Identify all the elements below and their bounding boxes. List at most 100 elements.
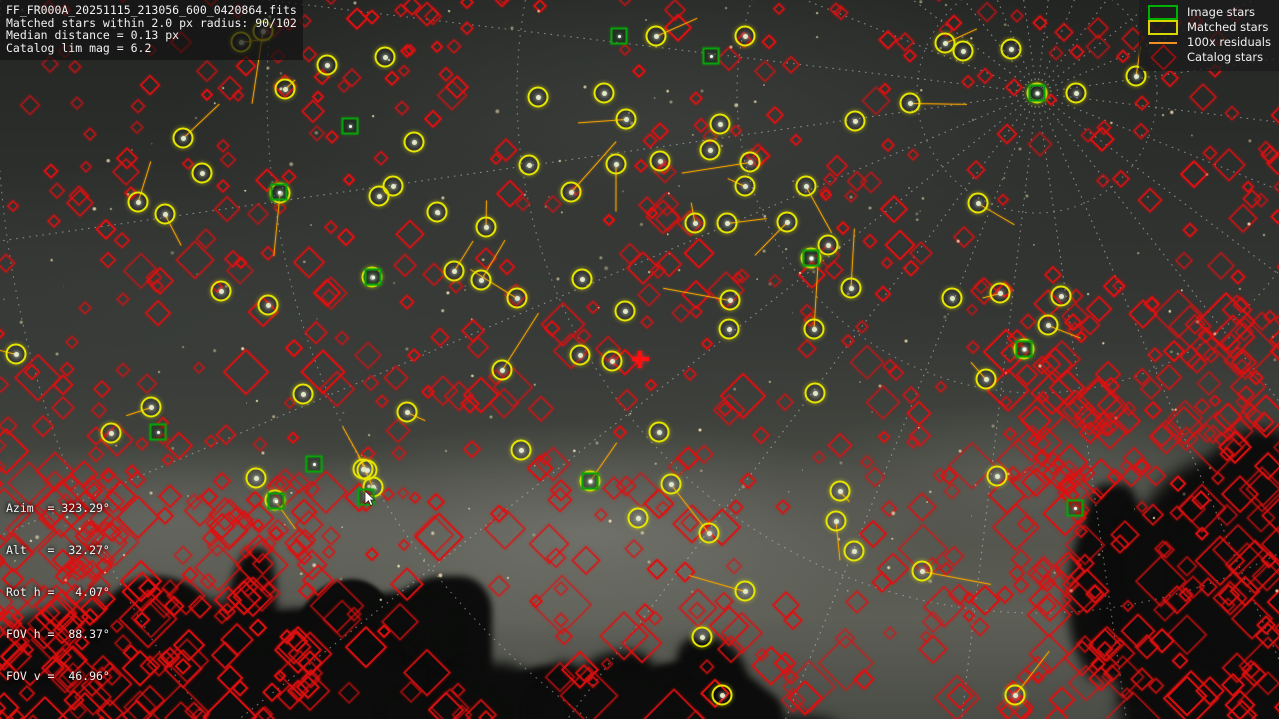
image-star-marker <box>341 117 359 135</box>
matched-star-marker <box>569 344 591 366</box>
field-star <box>572 449 577 453</box>
matched-star-marker <box>257 294 279 316</box>
field-star <box>753 99 758 104</box>
azimuth-row: Azim = 323.29° <box>6 501 110 515</box>
field-star <box>339 576 343 581</box>
field-star <box>878 384 883 389</box>
field-star <box>1147 195 1150 198</box>
field-star <box>1274 589 1279 594</box>
field-star <box>971 118 975 122</box>
field-star <box>533 464 537 468</box>
field-star <box>919 210 922 213</box>
matched-star-marker <box>698 522 720 544</box>
legend-item-image-stars: Image stars <box>1147 5 1271 20</box>
field-star <box>733 102 739 108</box>
field-star <box>404 346 410 351</box>
azimuth-label: Azim = <box>6 501 62 515</box>
matched-star-marker <box>825 510 847 532</box>
catalog-limmag-line: Catalog lim mag = 6.2 <box>6 40 152 55</box>
field-star <box>1191 134 1194 137</box>
orange-line-icon <box>1147 41 1179 44</box>
field-star <box>1176 351 1180 356</box>
field-star <box>1161 113 1165 117</box>
field-star <box>1270 335 1275 339</box>
field-star <box>1023 471 1026 474</box>
field-star <box>371 115 375 118</box>
field-star <box>1086 292 1090 296</box>
field-star <box>430 531 436 536</box>
field-star <box>1272 357 1278 363</box>
field-star <box>691 133 694 136</box>
field-star <box>1171 407 1175 412</box>
field-star <box>792 180 794 183</box>
field-star <box>926 500 929 503</box>
matched-star-marker <box>470 269 492 291</box>
field-star <box>991 423 995 428</box>
matched-star-marker <box>368 185 390 207</box>
field-star <box>494 109 500 114</box>
field-star <box>698 428 703 433</box>
mouse-cursor <box>364 490 376 507</box>
field-star <box>312 563 317 568</box>
matched-star-marker <box>560 181 582 203</box>
matched-star-marker <box>734 25 756 47</box>
field-star <box>77 527 82 531</box>
field-star <box>341 526 344 529</box>
field-star <box>445 290 450 296</box>
matched-star-marker <box>776 211 798 233</box>
matched-star-marker <box>911 560 933 582</box>
field-star <box>970 515 973 517</box>
field-star <box>103 571 107 575</box>
field-star <box>582 85 587 90</box>
matched-star-marker <box>1000 38 1022 60</box>
field-star <box>240 346 245 352</box>
field-star <box>533 383 537 387</box>
legend-label: 100x residuals <box>1187 35 1271 49</box>
field-star <box>740 484 746 490</box>
field-star <box>464 284 466 287</box>
field-star <box>560 211 563 214</box>
legend-label: Matched stars <box>1187 20 1269 34</box>
field-star <box>245 401 248 404</box>
field-star <box>122 553 126 557</box>
matched-star-marker <box>245 467 267 489</box>
field-star <box>126 192 130 196</box>
matched-star-marker <box>374 46 396 68</box>
field-star <box>314 130 319 135</box>
green-rect-icon <box>1147 5 1179 20</box>
field-star <box>181 345 185 349</box>
field-star <box>756 278 759 280</box>
field-star <box>555 277 560 282</box>
matched-star-marker <box>627 507 649 529</box>
field-star <box>1212 332 1217 337</box>
field-star <box>195 272 198 275</box>
field-star <box>647 270 651 274</box>
field-star <box>917 426 920 430</box>
field-star <box>468 507 471 510</box>
field-star <box>645 19 648 22</box>
field-star <box>1137 252 1140 255</box>
field-star <box>920 89 923 92</box>
field-star <box>130 149 133 152</box>
field-star <box>891 510 896 516</box>
field-star <box>260 450 265 455</box>
field-star <box>342 411 345 415</box>
matched-star-marker <box>739 151 761 173</box>
fov-horizontal-value: 88.37° <box>61 627 110 641</box>
matched-star-marker <box>967 192 989 214</box>
matched-star-marker <box>843 540 865 562</box>
field-star <box>904 338 909 343</box>
azimuth-value: 323.29° <box>61 501 110 515</box>
field-star <box>604 266 609 271</box>
legend-panel: Image stars Matched stars 100x residuals Ca… <box>1139 0 1279 71</box>
field-star <box>536 8 541 13</box>
field-star <box>690 590 695 594</box>
matched-star-marker <box>716 212 738 234</box>
field-star <box>212 348 217 354</box>
fov-vertical-value: 46.96° <box>61 669 110 683</box>
fov-horizontal-row: FOV h = 88.37° <box>6 627 110 641</box>
field-star <box>787 490 790 493</box>
median-distance-line: Median distance = 0.13 px <box>6 28 180 43</box>
field-star <box>859 380 862 383</box>
field-star <box>944 3 948 7</box>
